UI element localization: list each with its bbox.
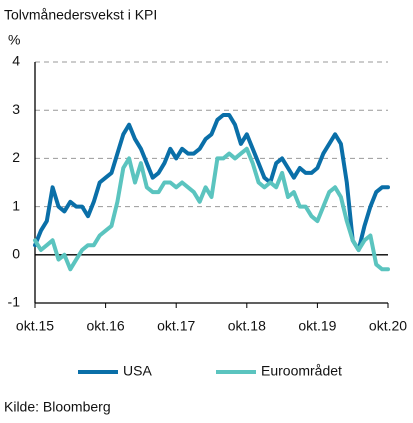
chart-title: Tolvmånedersvekst i KPI [4, 7, 157, 23]
series-line [33, 113, 390, 252]
y-tick-label: -1 [8, 294, 21, 310]
y-tick-label: 4 [12, 53, 20, 69]
y-tick-label: 2 [12, 149, 20, 165]
legend-label: Euroområdet [261, 363, 342, 379]
x-tick-label: okt.20 [369, 318, 407, 334]
x-tick-label: okt.19 [298, 318, 336, 334]
y-unit: % [8, 32, 20, 48]
series-line [33, 146, 390, 272]
x-tick-label: okt.18 [228, 318, 266, 334]
x-tick-label: okt.17 [157, 318, 195, 334]
y-tick-label: 1 [12, 197, 20, 213]
x-tick-label: okt.15 [16, 318, 54, 334]
source: Kilde: Bloomberg [4, 399, 111, 415]
y-tick-label: 3 [12, 101, 20, 117]
x-tick-label: okt.16 [87, 318, 125, 334]
legend-label: USA [123, 363, 152, 379]
y-tick-label: 0 [12, 246, 20, 262]
